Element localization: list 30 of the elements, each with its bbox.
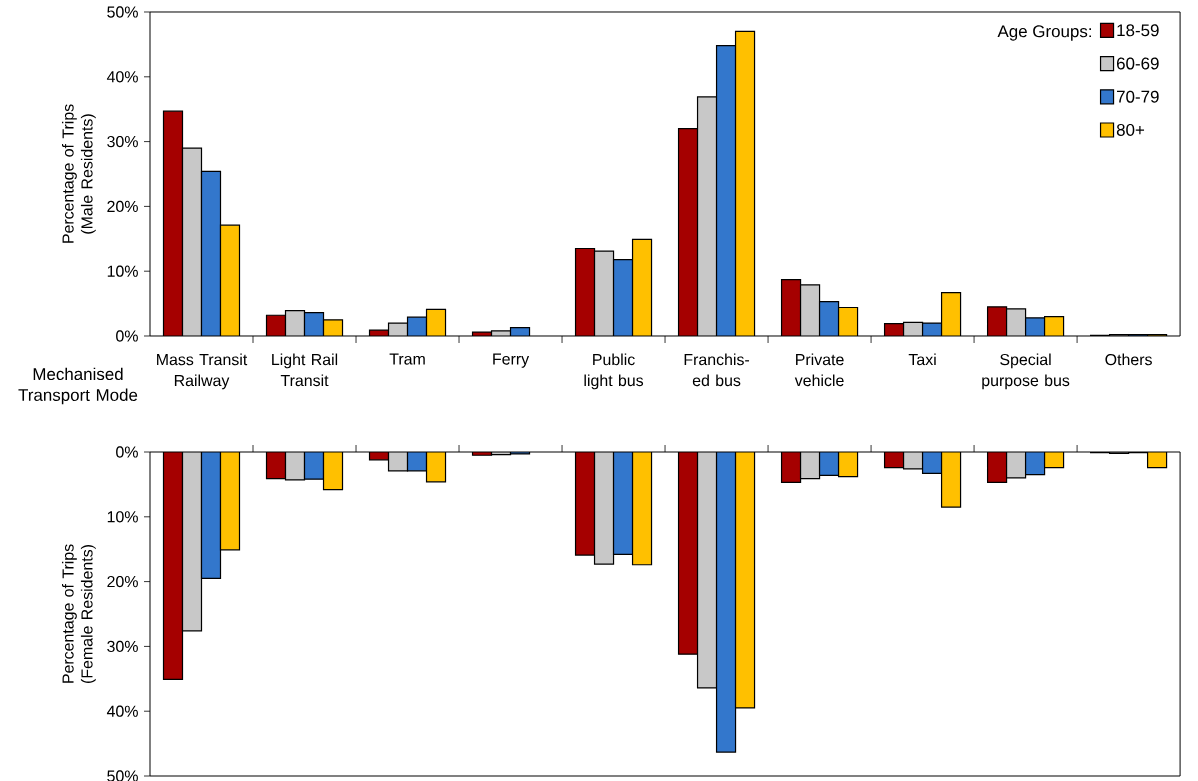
x-tick-label: Franchis-ed bus (684, 353, 750, 387)
y-axis-title: Percentage of Trips (Male Residents) (61, 104, 96, 243)
y-tick-label: 20% (107, 200, 138, 213)
y-tick-label: 40% (106, 705, 138, 717)
x-tick-label: Special purpose bus (982, 353, 1070, 390)
y-axis-title: Percentage of Trips (Female Residents) (61, 544, 96, 683)
y-tick-label: 40% (106, 71, 138, 83)
legend-title: Age Groups: (997, 25, 1091, 41)
y-tick-label: 50% (107, 770, 138, 781)
x-tick-label: Mass Transit Railway (157, 353, 248, 390)
legend-label: 80+ (1116, 123, 1145, 136)
x-tick-label: Taxi (908, 353, 936, 366)
x-axis-title: Mechanised Transport Mode (18, 367, 138, 405)
legend-label: 18-59 (1117, 24, 1159, 37)
x-tick-label: Private vehicle (794, 353, 844, 387)
x-tick-label: Tram (389, 353, 425, 365)
x-tick-label: Others (1105, 353, 1152, 366)
y-tick-label: 50% (107, 6, 138, 18)
x-tick-label: Ferry (493, 353, 530, 368)
y-tick-label: 30% (107, 135, 138, 148)
legend-label: 60-69 (1117, 57, 1159, 70)
y-tick-label: 10% (107, 511, 138, 523)
x-tick-label: Light Rail Transit (272, 353, 338, 387)
y-tick-label: 0% (116, 446, 138, 458)
x-tick-label: Public light bus (584, 353, 644, 390)
y-tick-label: 10% (107, 265, 138, 277)
y-tick-label: 30% (107, 640, 138, 653)
y-tick-label: 20% (107, 575, 138, 588)
legend-label: 70-79 (1117, 90, 1159, 103)
y-tick-label: 0% (116, 330, 138, 342)
